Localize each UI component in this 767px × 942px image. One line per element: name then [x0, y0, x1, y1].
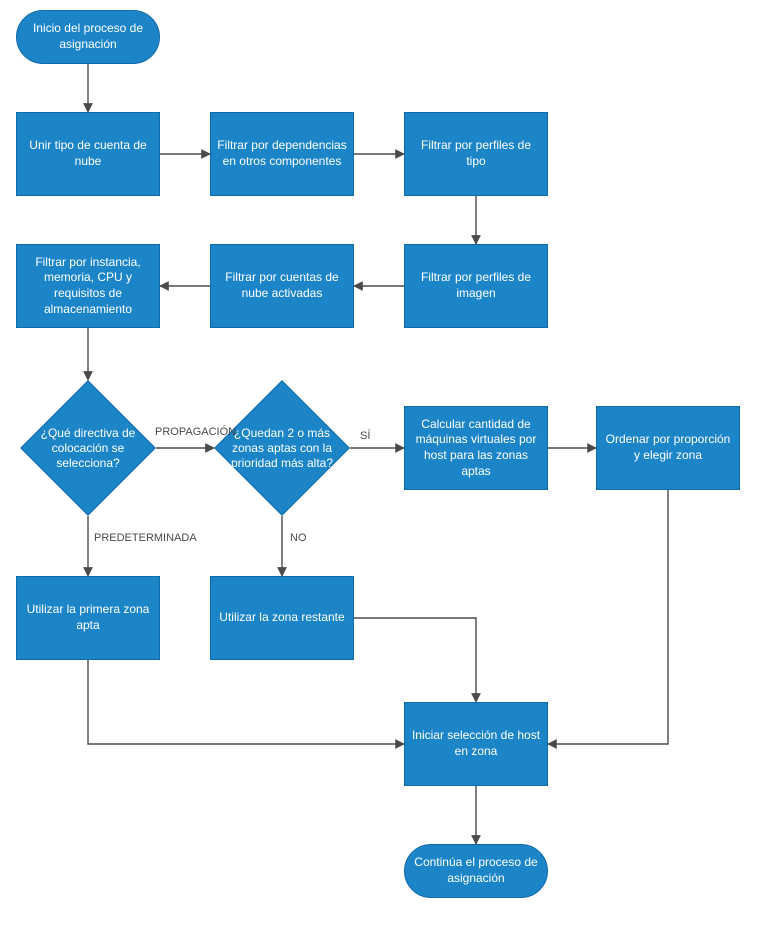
process-uprim: Utilizar la primera zona apta [16, 576, 160, 660]
edge [548, 490, 668, 744]
process-iniciar: Iniciar selección de host en zona [404, 702, 548, 786]
decision-d1: ¿Qué directiva de colocación se seleccio… [40, 400, 136, 496]
terminator-end: Continúa el proceso de asignación [404, 844, 548, 898]
edge-label: SÍ [360, 430, 370, 442]
process-filcta: Filtrar por cuentas de nube activadas [210, 244, 354, 328]
edge-label: PREDETERMINADA [94, 532, 197, 544]
process-orden: Ordenar por proporción y elegir zona [596, 406, 740, 490]
flowchart-canvas: Inicio del proceso de asignación Unir tip… [0, 0, 767, 942]
edge-label: PROPAGACIÓN [155, 426, 236, 438]
decision-label: ¿Qué directiva de colocación se seleccio… [22, 382, 154, 514]
process-filimg: Filtrar por perfiles de imagen [404, 244, 548, 328]
decision-d2: ¿Quedan 2 o más zonas aptas con la prior… [234, 400, 330, 496]
process-fildep: Filtrar por dependencias en otros compon… [210, 112, 354, 196]
decision-label: ¿Quedan 2 o más zonas aptas con la prior… [216, 382, 348, 514]
edge-label: NO [290, 532, 307, 544]
process-calc: Calcular cantidad de máquinas virtuales … [404, 406, 548, 490]
process-filinst: Filtrar por instancia, memoria, CPU y re… [16, 244, 160, 328]
process-urest: Utilizar la zona restante [210, 576, 354, 660]
process-filtipo: Filtrar por perfiles de tipo [404, 112, 548, 196]
process-unir: Unir tipo de cuenta de nube [16, 112, 160, 196]
terminator-start: Inicio del proceso de asignación [16, 10, 160, 64]
edge [88, 660, 404, 744]
edge [354, 618, 476, 702]
